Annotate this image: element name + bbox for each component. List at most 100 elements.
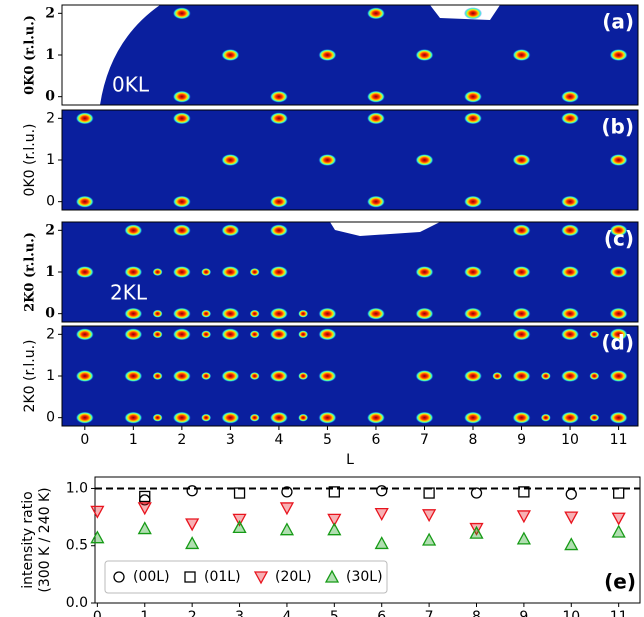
x-tick-label: 1	[140, 609, 149, 617]
diffraction-spot	[464, 7, 483, 20]
diffraction-spot	[366, 307, 385, 320]
diffraction-spot	[589, 413, 600, 422]
legend-marker	[184, 571, 196, 583]
diffraction-spot	[172, 7, 191, 20]
legend-label: (20L)	[275, 569, 312, 585]
x-tick-label: 10	[561, 432, 579, 448]
y-tick-label: 2	[46, 110, 55, 126]
diffraction-spot	[609, 224, 628, 237]
data-point	[281, 486, 293, 498]
x-tick-label: 11	[610, 432, 628, 448]
diffraction-spot	[561, 195, 580, 208]
diffraction-spot	[75, 328, 94, 341]
diffraction-spot	[512, 266, 531, 278]
data-point	[422, 532, 437, 546]
diffraction-spot	[152, 413, 163, 422]
data-point	[611, 512, 626, 526]
legend-marker	[324, 569, 340, 583]
data-point	[564, 537, 579, 551]
x-tick-label: 5	[330, 609, 339, 617]
panel-label: (a)	[602, 10, 634, 34]
data-point	[185, 518, 200, 532]
y-tick-label: 0	[46, 410, 55, 426]
diffraction-spot	[75, 195, 94, 208]
diffraction-spot	[415, 307, 434, 320]
diffraction-spot	[298, 413, 309, 422]
diffraction-spot	[512, 411, 531, 424]
diffraction-spot	[512, 224, 531, 237]
data-point	[232, 513, 247, 527]
x-tick-label: 5	[323, 432, 332, 448]
diffraction-spot	[589, 330, 600, 339]
diffraction-spot	[464, 411, 483, 424]
diffraction-spot	[561, 411, 580, 424]
diffraction-spot	[124, 328, 143, 341]
data-point	[232, 520, 247, 534]
x-tick-label: 6	[377, 609, 386, 617]
diffraction-spot	[318, 307, 337, 320]
diffraction-spot	[464, 112, 483, 125]
diffraction-spot	[561, 266, 580, 278]
diffraction-spot	[609, 307, 628, 320]
data-point	[376, 485, 388, 497]
x-tick-label: 8	[469, 432, 478, 448]
diffraction-spot	[464, 307, 483, 320]
diffraction-spot	[561, 112, 580, 125]
legend-marker	[253, 571, 269, 585]
data-point	[374, 536, 389, 550]
x-tick-label: 11	[610, 609, 628, 617]
diffraction-spot	[221, 266, 240, 278]
panel-annotation: 2KL	[110, 281, 148, 305]
diffraction-spot	[249, 413, 260, 422]
diffraction-spot	[124, 370, 143, 382]
x-tick-label: 4	[282, 609, 291, 617]
diffraction-spot	[464, 90, 483, 103]
x-tick-label: 9	[519, 609, 528, 617]
y-axis-label: 0K0 (r.l.u.)	[22, 124, 38, 197]
diffraction-spot	[366, 112, 385, 125]
mask-region	[62, 5, 160, 105]
y-tick-label: 1.0	[66, 480, 88, 496]
data-point	[374, 508, 389, 522]
diffraction-spot	[221, 224, 240, 237]
diffraction-spot	[464, 195, 483, 208]
diffraction-spot	[152, 309, 163, 318]
diffraction-spot	[172, 307, 191, 320]
data-point	[470, 487, 483, 499]
diffraction-spot	[318, 49, 337, 61]
diffraction-spot	[249, 309, 260, 318]
data-point	[90, 505, 105, 519]
diffraction-spot	[540, 413, 551, 422]
x-tick-label: 9	[517, 432, 526, 448]
data-point	[613, 487, 625, 499]
diffraction-spot	[492, 372, 503, 380]
diffraction-spot	[124, 224, 143, 237]
y-tick-label: 1	[46, 152, 55, 168]
data-point	[90, 530, 105, 544]
panel-label: (c)	[604, 227, 634, 251]
legend-box	[104, 560, 388, 594]
plot-background	[62, 5, 638, 105]
diffraction-spot	[609, 266, 628, 278]
diffraction-spot	[201, 268, 212, 276]
diffraction-spot	[201, 309, 212, 318]
data-point	[611, 524, 626, 538]
panel-label: (d)	[601, 331, 634, 355]
mask-region	[330, 222, 440, 236]
x-tick-label: 10	[562, 609, 580, 617]
plot-frame	[94, 476, 641, 604]
data-point	[328, 486, 340, 498]
x-tick-label: 3	[226, 432, 235, 448]
diffraction-spot	[269, 370, 288, 382]
diffraction-spot	[172, 195, 191, 208]
data-point	[564, 511, 579, 525]
diffraction-spot	[75, 411, 94, 424]
diffraction-spot	[221, 307, 240, 320]
diffraction-spot	[172, 112, 191, 125]
diffraction-spot	[172, 90, 191, 103]
diffraction-spot	[561, 370, 580, 382]
diffraction-spot	[318, 328, 337, 341]
data-point	[139, 490, 151, 503]
diffraction-spot	[512, 307, 531, 320]
diffraction-spot	[75, 112, 94, 125]
